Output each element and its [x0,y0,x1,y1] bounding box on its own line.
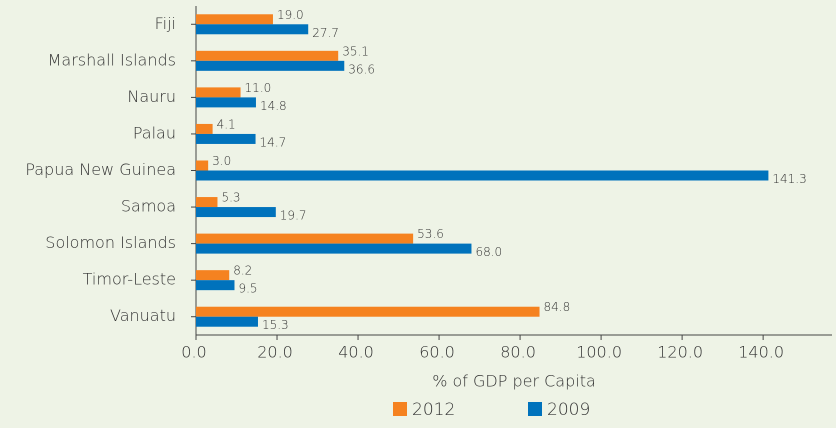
y-tick-label: Palau [133,123,176,142]
value-label: 36.6 [348,62,375,76]
value-label: 14.7 [260,135,287,149]
bar [196,233,414,244]
x-tick-label: 140.0 [738,343,784,362]
x-tick-label: 80.0 [500,343,536,362]
bar [196,197,218,208]
x-tick-label: 60.0 [419,343,455,362]
x-tick-label: 20.0 [257,343,293,362]
value-label: 68.0 [475,245,502,259]
bar [196,160,209,171]
value-label: 9.5 [238,282,257,296]
legend-label: 2009 [547,400,590,420]
value-label: 4.1 [217,117,236,131]
x-tick-label: 120.0 [657,343,703,362]
y-tick-label: Timor-Leste [83,270,176,289]
legend-label: 2012 [412,400,455,420]
value-label: 8.2 [233,264,252,278]
value-label: 11.0 [245,81,272,95]
value-label: 53.6 [417,227,444,241]
bar [196,316,258,327]
bar [196,243,472,254]
value-label: 5.3 [221,191,240,205]
legend-swatch [528,402,542,416]
value-label: 141.3 [772,172,806,186]
x-axis-label: % of GDP per Capita [432,372,596,391]
bar [196,123,213,134]
x-tick-label: 100.0 [576,343,622,362]
bar [196,24,309,35]
value-label: 19.0 [277,8,304,22]
y-tick-label: Fiji [155,14,176,33]
bar [196,97,256,108]
y-tick-label: Nauru [127,87,176,106]
bar [196,280,235,291]
y-tick-label: Marshall Islands [48,50,176,69]
bar [196,207,276,218]
bar [196,60,345,71]
value-label: 19.7 [280,209,307,223]
x-tick-label: 40.0 [338,343,374,362]
value-label: 14.8 [260,99,287,113]
x-tick-label: 0.0 [181,343,206,362]
bar [196,270,230,281]
y-tick-label: Papua New Guinea [25,160,176,179]
value-label: 27.7 [312,26,339,40]
y-tick-label: Vanuatu [110,306,176,325]
bar [196,50,339,61]
value-label: 15.3 [262,318,289,332]
bar [196,87,241,98]
legend-swatch [393,402,407,416]
bar [196,170,769,181]
bar [196,306,540,317]
y-tick-label: Samoa [121,197,176,216]
value-label: 35.1 [342,44,369,58]
bar [196,133,256,144]
y-tick-label: Solomon Islands [45,233,176,252]
bar [196,14,273,25]
value-label: 84.8 [544,300,571,314]
value-label: 3.0 [212,154,231,168]
